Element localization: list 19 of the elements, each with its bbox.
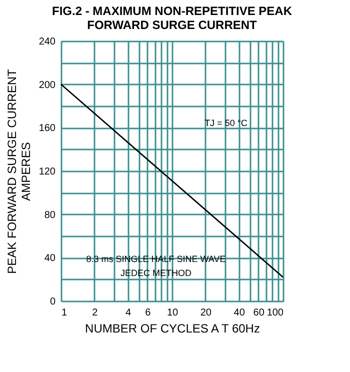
y-tick-label: 0 [50, 296, 56, 308]
x-tick-label: 1 [62, 308, 68, 318]
y-tick-label: 200 [38, 80, 56, 91]
x-tick-label: 60 [253, 308, 265, 318]
y-tick-label: 240 [38, 36, 56, 48]
x-tick-label: 2 [92, 308, 98, 318]
x-axis-title: NUMBER OF CYCLES A T 60Hz [85, 322, 260, 336]
x-tick-label: 4 [126, 308, 132, 318]
y-tick-label: 160 [38, 123, 56, 134]
x-tick-label: 40 [234, 308, 246, 318]
y-tick-label: 40 [44, 253, 56, 264]
x-tick-label: 6 [145, 308, 152, 318]
y-tick-label: 80 [44, 210, 56, 221]
y-axis-title: PEAK FORWARD SURGE CURRENT AMPERES [4, 68, 33, 274]
x-tick-label: 10 [166, 308, 178, 318]
chart-title: FIG.2 - MAXIMUM NON-REPETITIVE PEAK FORWARD SURGE CURRENT [52, 4, 292, 32]
y-tick-label: 120 [38, 166, 56, 178]
x-tick-label: 100 [266, 308, 284, 318]
x-tick-label: 20 [200, 308, 212, 318]
